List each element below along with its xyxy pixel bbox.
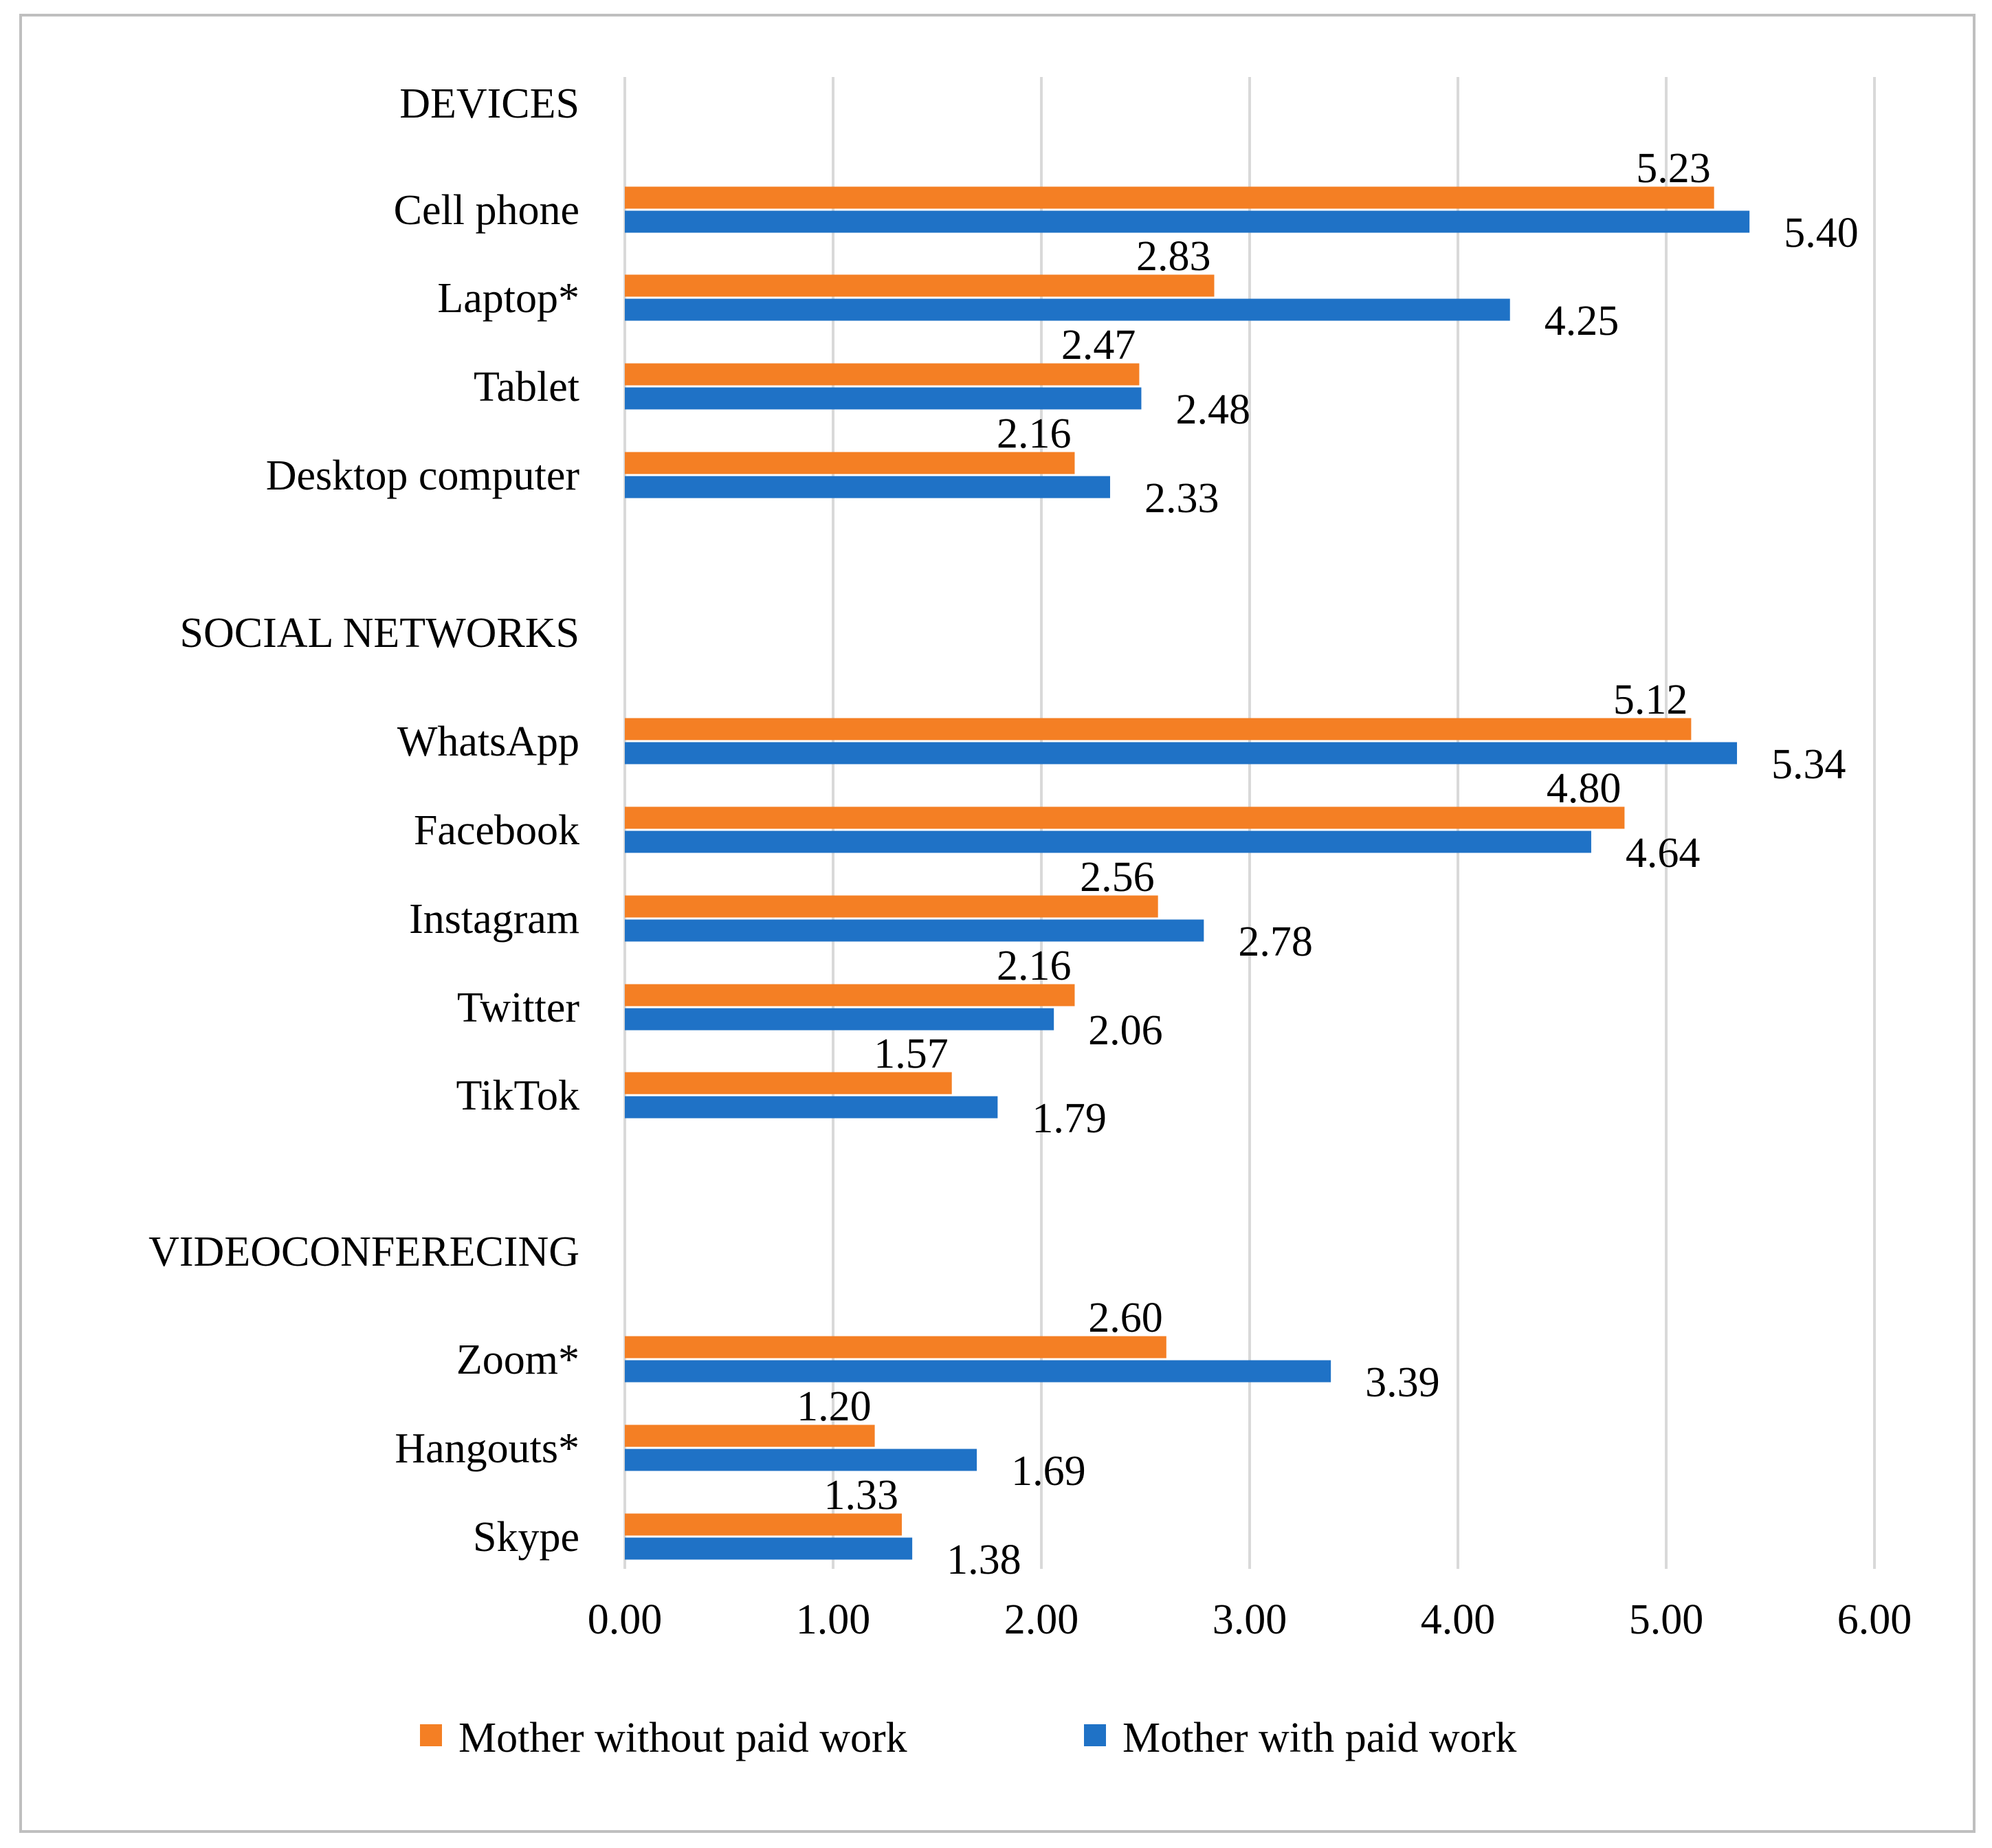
data-label-without: 2.47 bbox=[1061, 322, 1136, 368]
data-label-with: 2.78 bbox=[1238, 918, 1313, 965]
bar-with-paid-work bbox=[625, 387, 1142, 410]
x-tick-label: 4.00 bbox=[1421, 1596, 1496, 1643]
bar-with-paid-work bbox=[625, 742, 1738, 764]
data-label-with: 2.48 bbox=[1175, 386, 1250, 433]
bar-with-paid-work bbox=[625, 830, 1591, 853]
chart-frame: 0.00 1.00 2.00 3.00 4.00 5.00 6.00 DEVICES Cell … bbox=[19, 14, 1976, 1833]
category-label: Tablet bbox=[474, 364, 579, 410]
data-label-without: 2.60 bbox=[1088, 1295, 1163, 1341]
x-tick-label: 5.00 bbox=[1629, 1596, 1704, 1643]
bar-without-paid-work bbox=[625, 1072, 952, 1094]
category-label: Instagram bbox=[409, 896, 579, 943]
bar-without-paid-work bbox=[625, 806, 1625, 829]
data-label-with: 1.38 bbox=[947, 1537, 1021, 1583]
bar-with-paid-work bbox=[625, 298, 1510, 321]
data-label-with: 2.33 bbox=[1144, 475, 1219, 522]
bar-without-paid-work bbox=[625, 1424, 875, 1447]
legend-swatch-without bbox=[420, 1724, 442, 1746]
data-label-without: 4.80 bbox=[1547, 765, 1622, 812]
group-heading: VIDEOCONFERECING bbox=[148, 1229, 579, 1275]
bar-without-paid-work bbox=[625, 274, 1215, 297]
bar-with-paid-work bbox=[625, 1449, 977, 1471]
data-label-without: 1.33 bbox=[823, 1472, 898, 1519]
group-heading: SOCIAL NETWORKS bbox=[179, 610, 579, 657]
x-tick-label: 1.00 bbox=[796, 1596, 871, 1643]
legend-label-without: Mother without paid work bbox=[458, 1715, 907, 1761]
bar-with-paid-work bbox=[625, 919, 1204, 942]
bar-without-paid-work bbox=[625, 452, 1075, 474]
category-label: WhatsApp bbox=[397, 718, 579, 765]
data-label-with: 5.34 bbox=[1771, 741, 1846, 788]
category-label: Facebook bbox=[414, 807, 579, 854]
bar-with-paid-work bbox=[625, 1537, 913, 1560]
data-label-with: 1.69 bbox=[1011, 1448, 1086, 1495]
bar-without-paid-work bbox=[625, 186, 1714, 209]
category-label: Skype bbox=[473, 1514, 579, 1561]
bar-with-paid-work bbox=[625, 1008, 1054, 1031]
data-label-without: 2.83 bbox=[1136, 233, 1211, 280]
data-label-with: 5.40 bbox=[1784, 210, 1859, 256]
data-label-without: 1.20 bbox=[797, 1383, 872, 1430]
group-heading: DEVICES bbox=[399, 80, 579, 127]
data-label-with: 4.25 bbox=[1545, 298, 1619, 344]
bar-without-paid-work bbox=[625, 984, 1075, 1006]
legend-label-with: Mother with paid work bbox=[1122, 1715, 1516, 1761]
data-label-with: 3.39 bbox=[1365, 1359, 1439, 1406]
bar-without-paid-work bbox=[625, 718, 1692, 740]
legend-swatch-with bbox=[1084, 1724, 1106, 1746]
x-tick-label: 6.00 bbox=[1837, 1596, 1912, 1643]
category-label: Twitter bbox=[457, 984, 580, 1031]
bar-with-paid-work bbox=[625, 1360, 1331, 1383]
x-tick-label: 2.00 bbox=[1004, 1596, 1079, 1643]
data-label-without: 1.57 bbox=[874, 1031, 949, 1077]
bar-chart: 0.00 1.00 2.00 3.00 4.00 5.00 6.00 DEVICES Cell … bbox=[148, 77, 1912, 1761]
bar-without-paid-work bbox=[625, 895, 1158, 918]
bar-without-paid-work bbox=[625, 1513, 902, 1536]
data-label-with: 2.06 bbox=[1088, 1007, 1163, 1054]
data-label-with: 1.79 bbox=[1032, 1095, 1107, 1142]
category-label: Hangouts* bbox=[395, 1425, 579, 1472]
data-label-without: 5.23 bbox=[1636, 145, 1711, 192]
category-label: Cell phone bbox=[394, 187, 579, 234]
x-tick-label: 3.00 bbox=[1213, 1596, 1287, 1643]
data-label-with: 4.64 bbox=[1626, 830, 1701, 877]
bar-with-paid-work bbox=[625, 210, 1750, 233]
x-tick-label: 0.00 bbox=[588, 1596, 663, 1643]
data-label-without: 2.56 bbox=[1080, 854, 1155, 901]
category-label: TikTok bbox=[456, 1072, 579, 1119]
category-label: Desktop computer bbox=[266, 452, 580, 499]
bar-without-paid-work bbox=[625, 1336, 1166, 1358]
bar-with-paid-work bbox=[625, 1096, 998, 1119]
data-label-without: 2.16 bbox=[997, 410, 1072, 457]
bar-with-paid-work bbox=[625, 476, 1110, 498]
category-label: Laptop* bbox=[437, 275, 579, 322]
data-label-without: 2.16 bbox=[997, 943, 1072, 989]
bar-without-paid-work bbox=[625, 363, 1140, 386]
data-label-without: 5.12 bbox=[1613, 676, 1688, 723]
category-label: Zoom* bbox=[456, 1336, 579, 1383]
